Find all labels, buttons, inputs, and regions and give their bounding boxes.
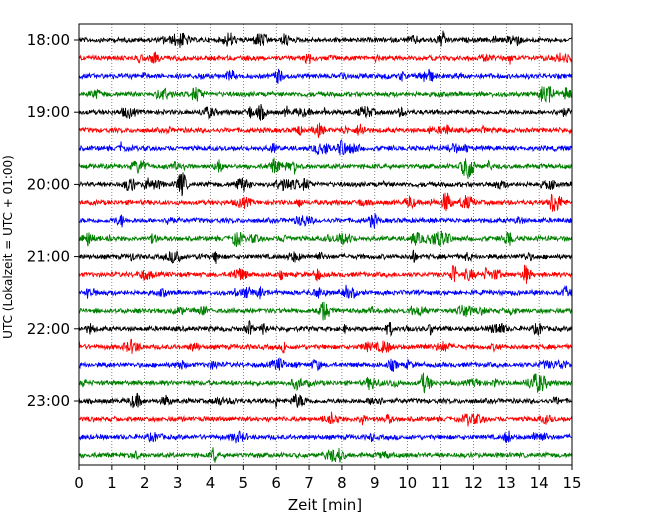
x-tick-label: 4 xyxy=(206,474,216,492)
x-tick-label: 2 xyxy=(140,474,150,492)
x-tick-label: 0 xyxy=(74,474,84,492)
seismic-traces xyxy=(78,30,573,463)
seismic-trace xyxy=(78,430,573,444)
seismic-trace xyxy=(78,157,573,179)
x-tick-label: 15 xyxy=(562,474,581,492)
seismic-trace xyxy=(78,264,573,284)
y-axis-ticks: 18:00 19:00 20:00 21:00 22:00 23:00 xyxy=(27,31,79,410)
seismic-trace xyxy=(78,284,573,300)
x-tick-label: 7 xyxy=(304,474,314,492)
seismic-trace xyxy=(78,356,573,373)
x-axis-label: Zeit [min] xyxy=(288,496,362,514)
y-tick-label: 22:00 xyxy=(27,320,70,338)
plot-frame xyxy=(78,23,573,466)
x-tick-label: 12 xyxy=(464,474,483,492)
seismic-trace xyxy=(78,249,573,264)
y-axis-label: UTC (Lokalzeit = UTC + 01:00) xyxy=(1,155,15,339)
x-axis-ticks: 0 1 2 3 4 5 6 7 8 9 10 11 12 13 14 15 xyxy=(74,465,582,492)
seismic-trace xyxy=(78,122,573,138)
x-tick-label: 11 xyxy=(431,474,450,492)
seismic-trace xyxy=(78,139,573,156)
seismic-trace xyxy=(78,192,573,212)
x-tick-label: 10 xyxy=(398,474,417,492)
seismic-trace xyxy=(78,447,573,463)
x-tick-label: 6 xyxy=(271,474,281,492)
seismic-trace xyxy=(78,51,573,65)
seismic-trace xyxy=(78,30,573,48)
x-tick-label: 13 xyxy=(497,474,516,492)
y-tick-label: 21:00 xyxy=(27,248,70,266)
seismic-trace xyxy=(78,230,573,248)
x-tick-label: 8 xyxy=(337,474,347,492)
seismic-trace xyxy=(78,172,573,197)
seismic-trace xyxy=(78,372,573,394)
x-tick-label: 5 xyxy=(239,474,249,492)
x-tick-label: 3 xyxy=(173,474,183,492)
seismic-trace xyxy=(78,392,573,409)
x-tick-label: 9 xyxy=(370,474,380,492)
seismic-trace xyxy=(78,338,573,354)
seismic-trace xyxy=(78,68,573,84)
seismic-trace xyxy=(78,411,573,427)
y-tick-label: 20:00 xyxy=(27,175,70,193)
x-tick-label: 1 xyxy=(107,474,117,492)
seismic-trace xyxy=(78,86,573,103)
seismic-trace xyxy=(78,301,573,321)
y-tick-label: 19:00 xyxy=(27,103,70,121)
y-tick-label: 18:00 xyxy=(27,31,70,49)
y-tick-label: 23:00 xyxy=(27,392,70,410)
seismic-trace xyxy=(78,103,573,121)
x-tick-label: 14 xyxy=(530,474,549,492)
seismic-trace xyxy=(78,319,573,337)
seismic-trace xyxy=(78,213,573,229)
